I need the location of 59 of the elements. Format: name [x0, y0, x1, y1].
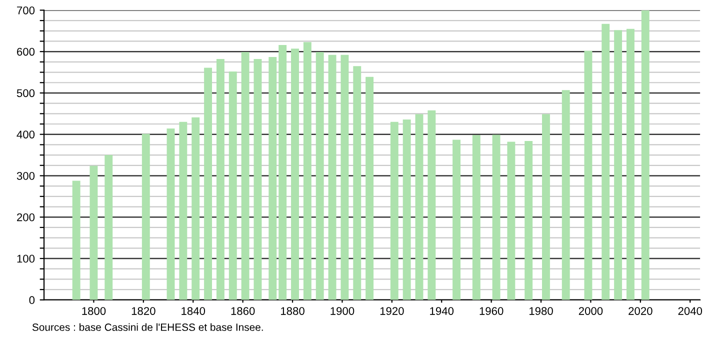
x-tick-label: 1840: [182, 307, 206, 315]
bar: [562, 90, 570, 300]
y-tick-label: 500: [16, 89, 35, 98]
bar: [641, 10, 650, 300]
x-tick-label: 1860: [231, 307, 255, 315]
bar: [472, 135, 480, 300]
bar: [626, 28, 634, 300]
x-tick-label: 2020: [628, 307, 652, 315]
x-tick-label: 1960: [480, 307, 504, 315]
bar: [104, 155, 113, 300]
bar: [492, 134, 500, 300]
bar: [402, 119, 411, 300]
bar: [316, 52, 324, 300]
bar: [390, 122, 398, 300]
bar: [278, 44, 287, 300]
bar: [241, 52, 250, 300]
bar: [192, 117, 200, 300]
x-tick-label: 1800: [82, 307, 106, 315]
bar: [584, 50, 592, 300]
bar: [340, 54, 349, 300]
x-tick-label: 1980: [530, 307, 553, 315]
y-tick-label: 200: [17, 213, 35, 222]
x-tick-label: 1880: [281, 307, 304, 315]
x-tick-label: 2000: [578, 307, 603, 315]
x-tick-label: 1820: [132, 307, 156, 315]
x-tick-label: 1900: [330, 307, 354, 315]
bar: [204, 68, 212, 300]
bar: [524, 140, 533, 300]
bar: [254, 59, 262, 300]
bar: [614, 30, 622, 300]
bar: [179, 122, 188, 300]
x-tick-label: 1940: [430, 307, 454, 315]
bar: [366, 76, 374, 300]
bar: [142, 134, 150, 300]
bar: [90, 166, 98, 300]
y-tick-label: 300: [16, 172, 35, 180]
y-tick-label: 400: [16, 130, 35, 138]
bar: [428, 110, 436, 300]
bar: [542, 114, 550, 300]
bar: [452, 140, 461, 300]
bar: [328, 54, 336, 300]
bar: [602, 24, 610, 300]
bar: [353, 66, 362, 300]
bar: [216, 59, 224, 300]
bar: [228, 71, 237, 300]
bar: [507, 142, 516, 300]
bar: [291, 48, 299, 300]
bar: [303, 42, 312, 300]
y-tick-label: 700: [17, 6, 35, 14]
bar: [166, 128, 175, 300]
y-tick-label: 0: [29, 296, 35, 304]
x-tick-label: 2040: [678, 307, 702, 315]
y-tick-label: 600: [17, 48, 35, 56]
y-tick-label: 100: [17, 254, 35, 263]
bar: [415, 114, 424, 300]
x-tick-label: 1920: [380, 307, 404, 315]
bar: [268, 56, 277, 300]
bar: [72, 180, 80, 300]
source-note: Sources : base Cassini de l'EHESS et base Insee.: [32, 323, 263, 331]
